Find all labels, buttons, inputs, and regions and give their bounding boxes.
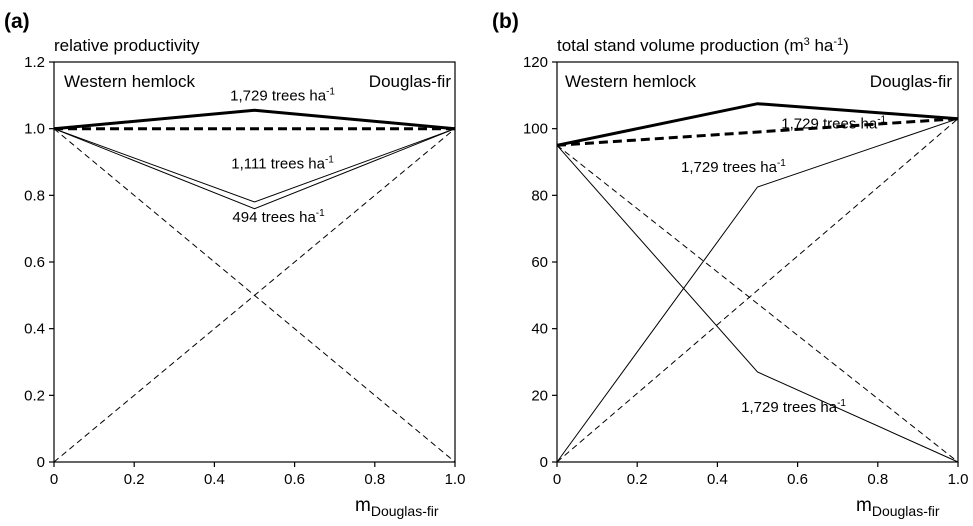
panel-b: (b) total stand volume production (m3 ha… — [492, 10, 968, 519]
panel-b-ytick-label: 60 — [531, 254, 548, 271]
panel-a-xlabel: mDouglas-fir — [355, 495, 439, 519]
panel-b-xtick-label: 1.0 — [948, 471, 969, 488]
panel-a-ylabel: relative productivity — [54, 36, 200, 55]
panel-a-ytick-label: 0 — [37, 454, 45, 471]
panel-a-ytick-label: 0.8 — [24, 187, 45, 204]
panel-b-ytick-label: 0 — [540, 454, 548, 471]
panel-b-letter: (b) — [492, 10, 519, 33]
panel-b-series-line-1 — [556, 102, 959, 147]
panel-a-ytick-label: 1.2 — [24, 54, 45, 71]
panel-a-xtick-label: 0.4 — [204, 471, 225, 488]
panel-a-plot-area: 0 0.2 0.4 0.6 0.8 1.0 1.2 0 0.2 0.4 0.6 0.8 1.0 1,729… — [24, 54, 465, 488]
panel-a: (a) relative productivity 0 0.2 0.4 0.6 0.8 1… — [4, 10, 465, 519]
panel-b-series-line-5 — [556, 118, 959, 463]
panel-b-annotation-3: 1,729 trees ha-1 — [741, 398, 846, 416]
panel-b-annotation-1: 1,729 trees ha-1 — [781, 115, 886, 133]
panel-a-xtick-label: 0.6 — [284, 471, 305, 488]
panel-b-ylabel-sup2: -1 — [833, 36, 843, 48]
panel-b-ylabel-end: ) — [843, 36, 849, 55]
panel-b-series-line-2 — [556, 117, 959, 147]
panel-b-ytick-label: 100 — [523, 121, 548, 138]
panel-a-ytick-label: 0.4 — [24, 321, 45, 338]
panel-a-left-species-label: Western hemlock — [64, 72, 196, 91]
panel-a-series-line-3 — [53, 128, 456, 203]
panel-b-ylabel-sup1: 3 — [804, 36, 810, 48]
panel-b-xtick-label: 0.8 — [867, 471, 888, 488]
panel-a-series-line-6 — [53, 128, 456, 463]
panel-a-xtick-label: 1.0 — [445, 471, 466, 488]
panel-b-xtick-label: 0.4 — [707, 471, 728, 488]
panel-b-left-species-label: Western hemlock — [565, 72, 697, 91]
panel-b-series-line-6 — [556, 144, 959, 463]
panel-b-xlabel-sub: Douglas-fir — [872, 503, 940, 519]
panel-a-annotation-1: 1,729 trees ha-1 — [230, 86, 335, 104]
panel-b-xlabel: mDouglas-fir — [856, 495, 940, 519]
panel-a-ytick-label: 0.2 — [24, 387, 45, 404]
panel-b-plot-area: 0 20 40 60 80 100 120 0 0.2 0.4 0.6 0.8 1.0 1,729 tre… — [523, 54, 968, 488]
panel-b-ytick-label: 40 — [531, 321, 548, 338]
panel-a-xtick-label: 0.2 — [124, 471, 145, 488]
panel-a-xtick-label: 0.8 — [364, 471, 385, 488]
panel-a-ytick-label: 1.0 — [24, 121, 45, 138]
panel-a-series-line-4 — [53, 128, 456, 210]
panel-a-right-species-label: Douglas-fir — [369, 72, 452, 91]
panel-b-xlabel-main: m — [856, 495, 872, 516]
panel-a-annotation-3: 494 trees ha-1 — [232, 208, 325, 226]
panel-a-ytick-label: 0.6 — [24, 254, 45, 271]
panel-b-ytick-label: 80 — [531, 187, 548, 204]
panel-b-ylabel-main: total stand volume production (m — [557, 36, 804, 55]
panel-a-annotation-2: 1,111 trees ha-1 — [231, 155, 334, 173]
panel-b-xtick-label: 0.2 — [627, 471, 648, 488]
panel-b-ytick-label: 120 — [523, 54, 548, 71]
panel-b-right-species-label: Douglas-fir — [870, 72, 953, 91]
panel-b-series-line-3 — [556, 118, 959, 463]
panel-b-ylabel-mid: ha — [810, 36, 834, 55]
panel-b-xtick-label: 0 — [553, 471, 561, 488]
panel-b-xtick-label: 0.6 — [787, 471, 808, 488]
panel-a-xlabel-main: m — [355, 495, 371, 516]
panel-b-ylabel: total stand volume production (m3 ha-1) — [557, 36, 849, 55]
panel-a-series-line-1 — [53, 108, 456, 131]
panel-a-xlabel-sub: Douglas-fir — [371, 503, 439, 519]
panel-a-letter: (a) — [4, 10, 30, 33]
panel-b-ytick-label: 20 — [531, 387, 548, 404]
panel-a-xtick-label: 0 — [50, 471, 58, 488]
panel-b-series-line-4 — [556, 144, 959, 463]
panel-b-annotation-2: 1,729 trees ha-1 — [681, 158, 786, 176]
